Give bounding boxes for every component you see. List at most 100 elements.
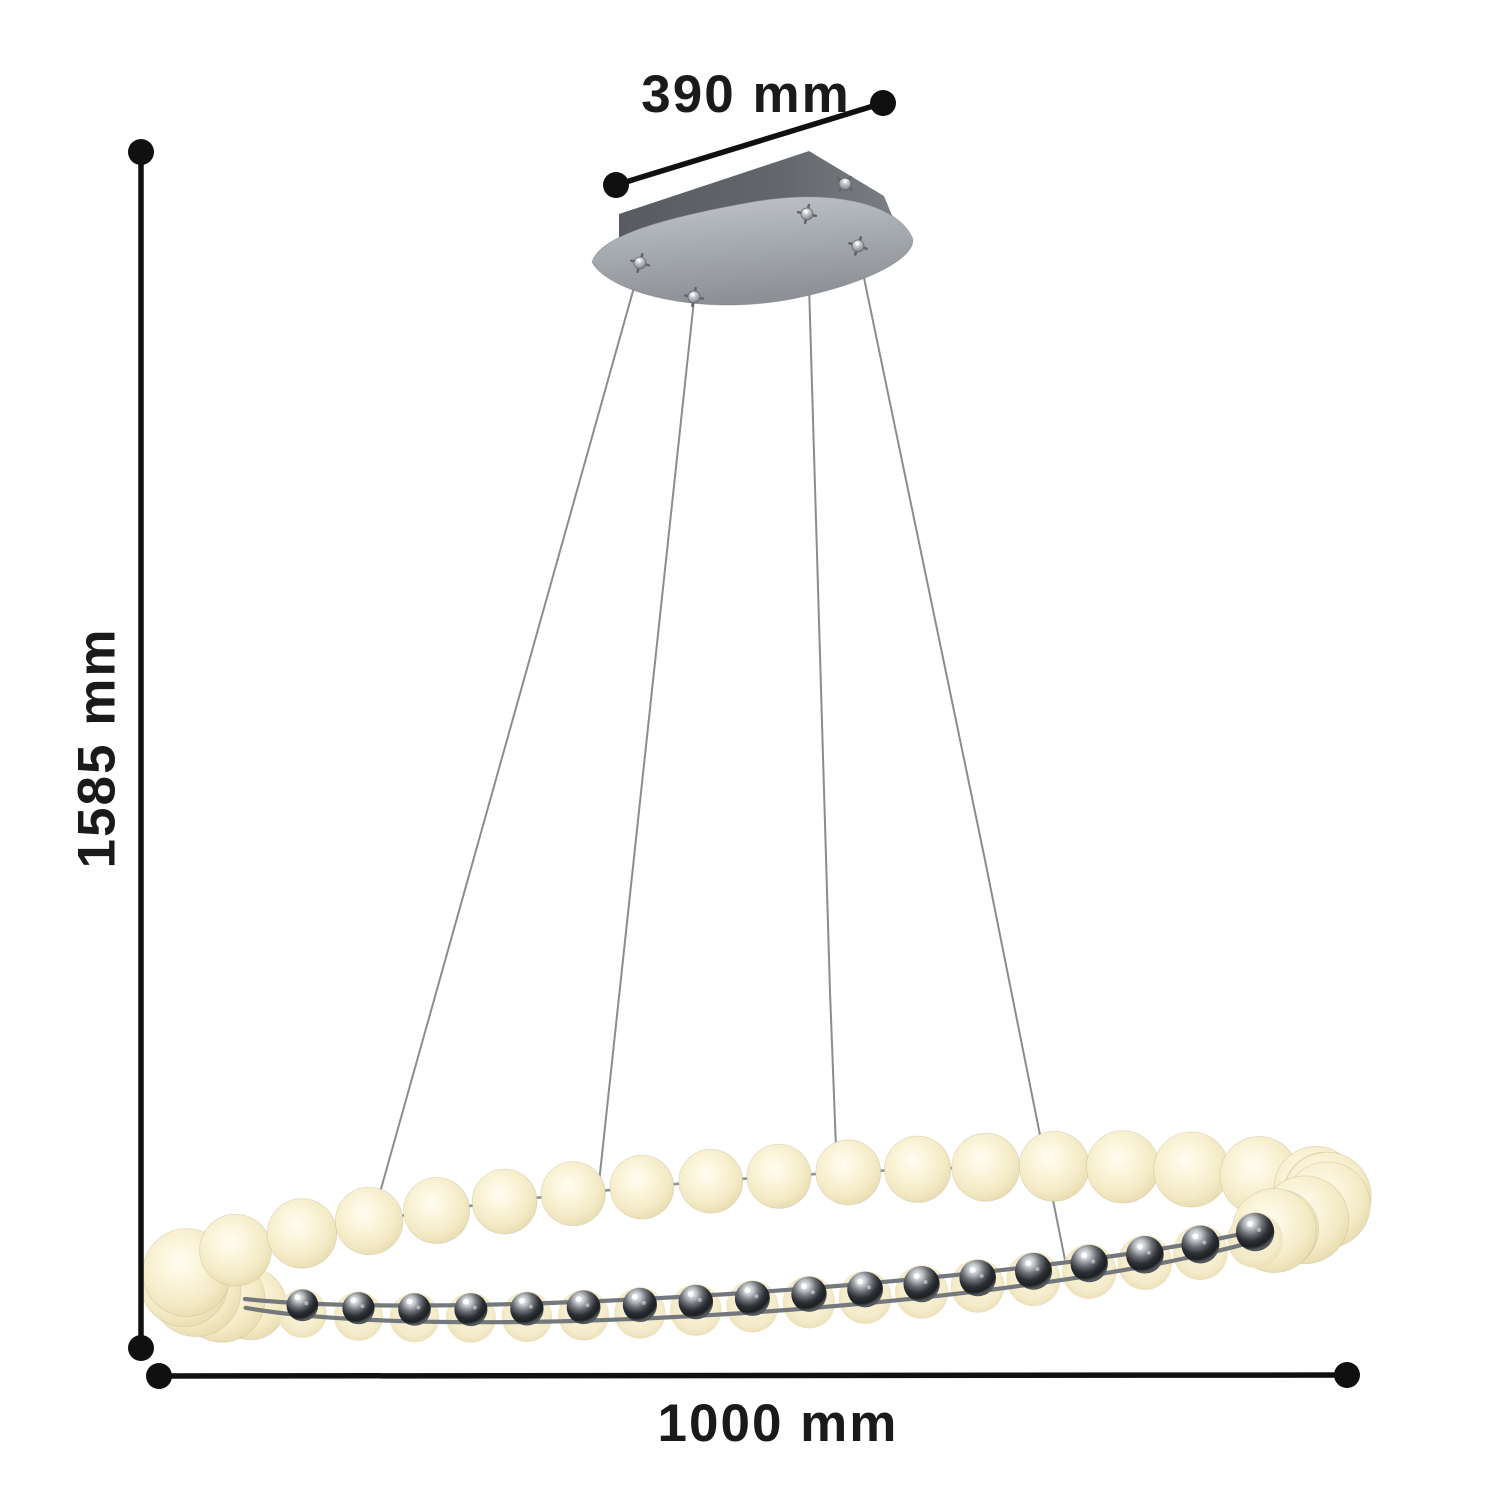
screw-glint xyxy=(855,241,859,246)
bead-highlight xyxy=(462,1298,469,1305)
bead-highlight xyxy=(913,1273,920,1280)
chrome-bead xyxy=(510,1292,544,1326)
bead-highlight xyxy=(744,1287,751,1294)
bead-highlight xyxy=(350,1297,357,1304)
screw-head xyxy=(633,256,647,270)
led-pearl-ring xyxy=(139,1130,1372,1343)
canopy-screws xyxy=(630,175,868,308)
chrome-bead xyxy=(734,1280,770,1316)
chrome-bead xyxy=(398,1293,431,1326)
suspension-wire xyxy=(806,216,838,1175)
canopy-width-label: 390 mm xyxy=(641,65,850,124)
chrome-bead xyxy=(678,1284,714,1320)
chrome-bead xyxy=(342,1292,375,1325)
bead-highlight xyxy=(1025,1260,1032,1267)
glow-ball xyxy=(471,1168,538,1235)
chrome-bead xyxy=(903,1266,940,1303)
canopy-screw xyxy=(836,175,854,193)
bead-highlight xyxy=(1202,1240,1207,1245)
bead-highlight xyxy=(641,1300,646,1305)
bead-highlight xyxy=(1081,1252,1088,1259)
canopy-screw xyxy=(683,286,705,308)
dimension-endpoint-dot xyxy=(1334,1362,1360,1388)
chrome-bead xyxy=(791,1276,827,1312)
bead-highlight xyxy=(575,1296,582,1303)
bead-highlight xyxy=(528,1304,533,1309)
bead-highlight xyxy=(801,1283,807,1290)
screw-glint xyxy=(843,179,847,184)
bead-highlight xyxy=(294,1294,301,1301)
canopy-screw xyxy=(796,203,818,225)
bead-highlight xyxy=(857,1278,864,1285)
canopy-width-dimension-line xyxy=(613,100,886,188)
glow-ball xyxy=(1153,1131,1230,1208)
screw-glint xyxy=(804,209,808,214)
bead-highlight xyxy=(416,1305,421,1310)
chrome-bead xyxy=(454,1293,488,1327)
bead-highlight xyxy=(1247,1221,1254,1227)
dimension-endpoint-dot xyxy=(146,1363,172,1389)
suspension-wires xyxy=(371,216,1068,1271)
chrome-bead xyxy=(1181,1225,1220,1264)
fixture-height-label: 1585 mm xyxy=(68,628,127,869)
bead-highlight xyxy=(360,1304,365,1309)
suspension-wire xyxy=(857,248,1068,1271)
screw-head xyxy=(800,207,814,221)
glow-ball xyxy=(199,1213,272,1287)
bead-highlight xyxy=(304,1301,309,1306)
glow-ball xyxy=(746,1143,812,1209)
chrome-beads xyxy=(286,1212,1275,1327)
bead-highlight xyxy=(923,1280,928,1285)
bead-highlight xyxy=(754,1294,759,1299)
chrome-bead xyxy=(622,1287,658,1322)
dimension-fixture-height: 1585 mm xyxy=(68,139,154,1361)
chrome-bead xyxy=(566,1290,601,1325)
bead-highlight xyxy=(585,1303,590,1308)
suspension-wire xyxy=(371,265,641,1222)
glow-ball xyxy=(540,1161,606,1227)
bead-highlight xyxy=(867,1285,872,1290)
chrome-bead xyxy=(847,1271,883,1308)
glow-ball xyxy=(883,1135,952,1203)
bead-highlight xyxy=(1035,1267,1040,1272)
chrome-bead xyxy=(286,1289,319,1322)
bead-highlight xyxy=(406,1298,413,1305)
chrome-bead xyxy=(1235,1212,1275,1252)
glow-ball xyxy=(266,1198,338,1269)
bead-highlight xyxy=(697,1298,702,1302)
glow-ball xyxy=(1086,1130,1160,1204)
bead-highlight xyxy=(969,1267,976,1273)
chrome-bead xyxy=(1070,1244,1108,1283)
chrome-bead xyxy=(959,1259,996,1297)
screw-glint xyxy=(637,258,641,263)
bead-highlight xyxy=(1192,1233,1199,1240)
chrome-bead xyxy=(1015,1252,1052,1290)
dimension-endpoint-dot xyxy=(128,1335,154,1361)
bead-highlight xyxy=(631,1293,638,1300)
canopy-base-plate xyxy=(591,196,914,306)
screw-glint xyxy=(691,292,695,297)
dimension-ring-width: 1000 mm xyxy=(146,1362,1360,1453)
glow-ball xyxy=(403,1177,471,1244)
canopy-screw xyxy=(848,236,868,256)
glow-ball xyxy=(678,1148,744,1214)
bead-highlight xyxy=(979,1274,984,1278)
ceiling-canopy xyxy=(591,151,914,308)
dimension-endpoint-dot xyxy=(603,172,629,198)
bead-highlight xyxy=(472,1305,477,1310)
dimension-annotations: 390 mm 1585 mm 1000 mm xyxy=(68,65,1360,1453)
dimension-endpoint-dot xyxy=(128,139,154,165)
canopy-screw xyxy=(630,253,650,273)
screw-head xyxy=(838,177,852,191)
glow-ball xyxy=(609,1154,675,1220)
bead-highlight xyxy=(1146,1250,1151,1255)
dimension-canopy-width: 390 mm xyxy=(603,65,896,198)
bead-highlight xyxy=(1136,1243,1143,1250)
chrome-bead xyxy=(1126,1235,1164,1274)
bead-highlight xyxy=(811,1290,815,1295)
bead-highlight xyxy=(518,1297,525,1304)
bead-highlight xyxy=(1091,1259,1096,1264)
glow-ball xyxy=(815,1139,882,1206)
